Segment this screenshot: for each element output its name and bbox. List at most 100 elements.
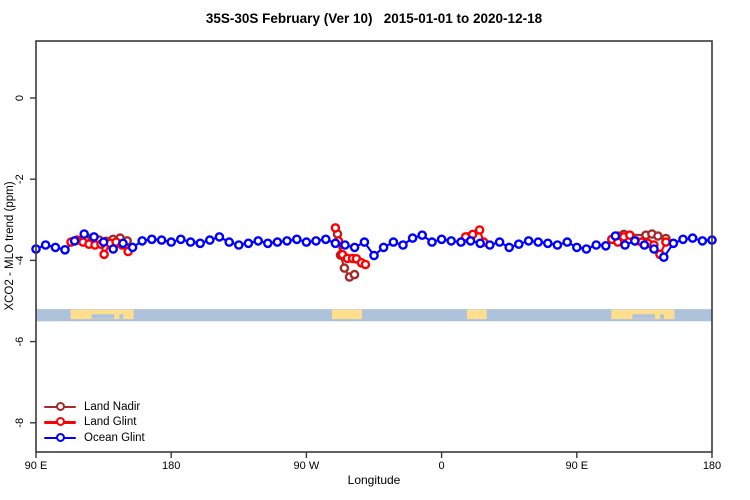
data-point-ocean-glint [79,229,89,239]
y-tick-label: 0 [14,95,26,101]
data-point-ocean-glint [620,240,630,250]
legend-label: Ocean Glint [84,431,145,444]
data-point-ocean-glint [678,234,688,245]
map-strip-land [467,309,487,320]
chart-title: 35S-30S February (Ver 10) 2015-01-01 to … [205,11,543,26]
data-point-ocean-glint [456,237,466,247]
data-point-ocean-glint [668,238,679,249]
y-tick-label: -6 [14,337,26,347]
map-strip-ocean [36,309,712,322]
map-strip-coast-notch [632,314,655,319]
data-point-ocean-glint [127,242,138,253]
x-tick-label: 90 E [565,460,588,472]
data-point-ocean-glint [359,237,370,247]
data-point-ocean-glint [514,239,524,249]
data-point-ocean-glint [262,238,273,249]
plot-frame [35,40,713,453]
data-point-ocean-glint [69,236,80,246]
map-strip-land [331,309,362,320]
data-point-ocean-glint [204,235,215,245]
data-point-ocean-glint [465,236,476,246]
data-point-ocean-glint [552,240,563,250]
data-point-ocean-glint [639,240,650,250]
data-point-land-glint [330,223,341,233]
data-point-ocean-glint [166,237,176,247]
data-point-ocean-glint [146,234,157,245]
x-tick-label: 90 W [294,460,320,472]
data-point-ocean-glint [185,237,196,247]
data-point-ocean-glint [630,236,640,246]
legend: Land Nadir Land Glint Ocean Glint [44,399,145,446]
data-point-ocean-glint [591,240,602,250]
data-point-ocean-glint [494,237,505,247]
map-strip-coast-notch [660,314,664,319]
x-tick-label: 180 [703,460,721,472]
data-point-ocean-glint [417,230,428,240]
data-point-ocean-glint [523,236,534,246]
data-point-ocean-glint [195,238,205,249]
legend-label: Land Glint [84,416,137,429]
data-point-ocean-glint [60,244,70,255]
data-point-ocean-glint [378,242,389,253]
data-point-ocean-glint [427,237,437,247]
data-point-ocean-glint [484,240,495,250]
data-point-ocean-glint [311,236,321,246]
data-point-ocean-glint [369,250,379,261]
data-point-land-glint [99,249,109,260]
data-point-ocean-glint [659,252,669,263]
data-point-ocean-glint [224,237,234,247]
data-point-ocean-glint [137,236,147,246]
map-strip-coast-notch [119,314,124,319]
data-point-ocean-glint [572,242,582,253]
data-point-ocean-glint [562,237,573,247]
data-point-ocean-glint [89,232,99,242]
data-point-ocean-glint [504,242,515,253]
x-tick-label: 180 [162,460,180,472]
x-tick-label: 90 E [25,460,48,472]
map-strip-coast-notch [91,314,115,319]
data-point-ocean-glint [214,232,225,242]
data-point-ocean-glint [243,238,254,249]
legend-item-ocean-glint: Ocean Glint [44,430,145,446]
data-point-ocean-glint [282,236,292,246]
data-point-ocean-glint [610,231,621,241]
land-glint-marker-icon [44,417,76,427]
y-tick-label: -8 [14,418,26,428]
data-point-land-glint [360,259,371,270]
data-point-ocean-glint [340,240,350,250]
data-point-ocean-glint [398,240,408,250]
data-point-ocean-glint [291,234,302,245]
x-tick-label: 0 [439,460,445,472]
data-point-land-glint [661,237,671,247]
data-point-ocean-glint [388,237,399,247]
data-point-ocean-glint [601,240,611,251]
data-point-ocean-glint [687,233,698,243]
data-point-ocean-glint [330,238,341,249]
data-point-ocean-glint [156,235,167,245]
data-point-land-nadir [339,263,350,273]
data-point-ocean-glint [253,236,264,246]
data-point-ocean-glint [581,244,592,254]
data-point-ocean-glint [301,237,312,247]
land-nadir-marker-icon [44,401,76,412]
data-point-ocean-glint [175,234,186,245]
data-point-ocean-glint [98,237,109,247]
ocean-glint-marker-icon [44,432,76,443]
y-tick-label: -4 [14,256,26,266]
data-point-ocean-glint [50,242,61,253]
data-point-ocean-glint [320,234,331,245]
data-point-land-nadir [349,269,360,280]
data-point-ocean-glint [436,234,447,245]
data-point-ocean-glint [40,240,51,250]
legend-item-land-glint: Land Glint [44,415,145,431]
legend-label: Land Nadir [84,400,141,413]
data-point-land-glint [474,225,485,235]
x-axis-label: Longitude [347,473,401,487]
data-point-ocean-glint [533,237,544,247]
data-point-land-glint [625,230,635,240]
data-point-ocean-glint [108,244,118,254]
data-point-ocean-glint [407,233,418,243]
data-point-ocean-glint [649,244,659,254]
data-point-ocean-glint [475,238,486,249]
